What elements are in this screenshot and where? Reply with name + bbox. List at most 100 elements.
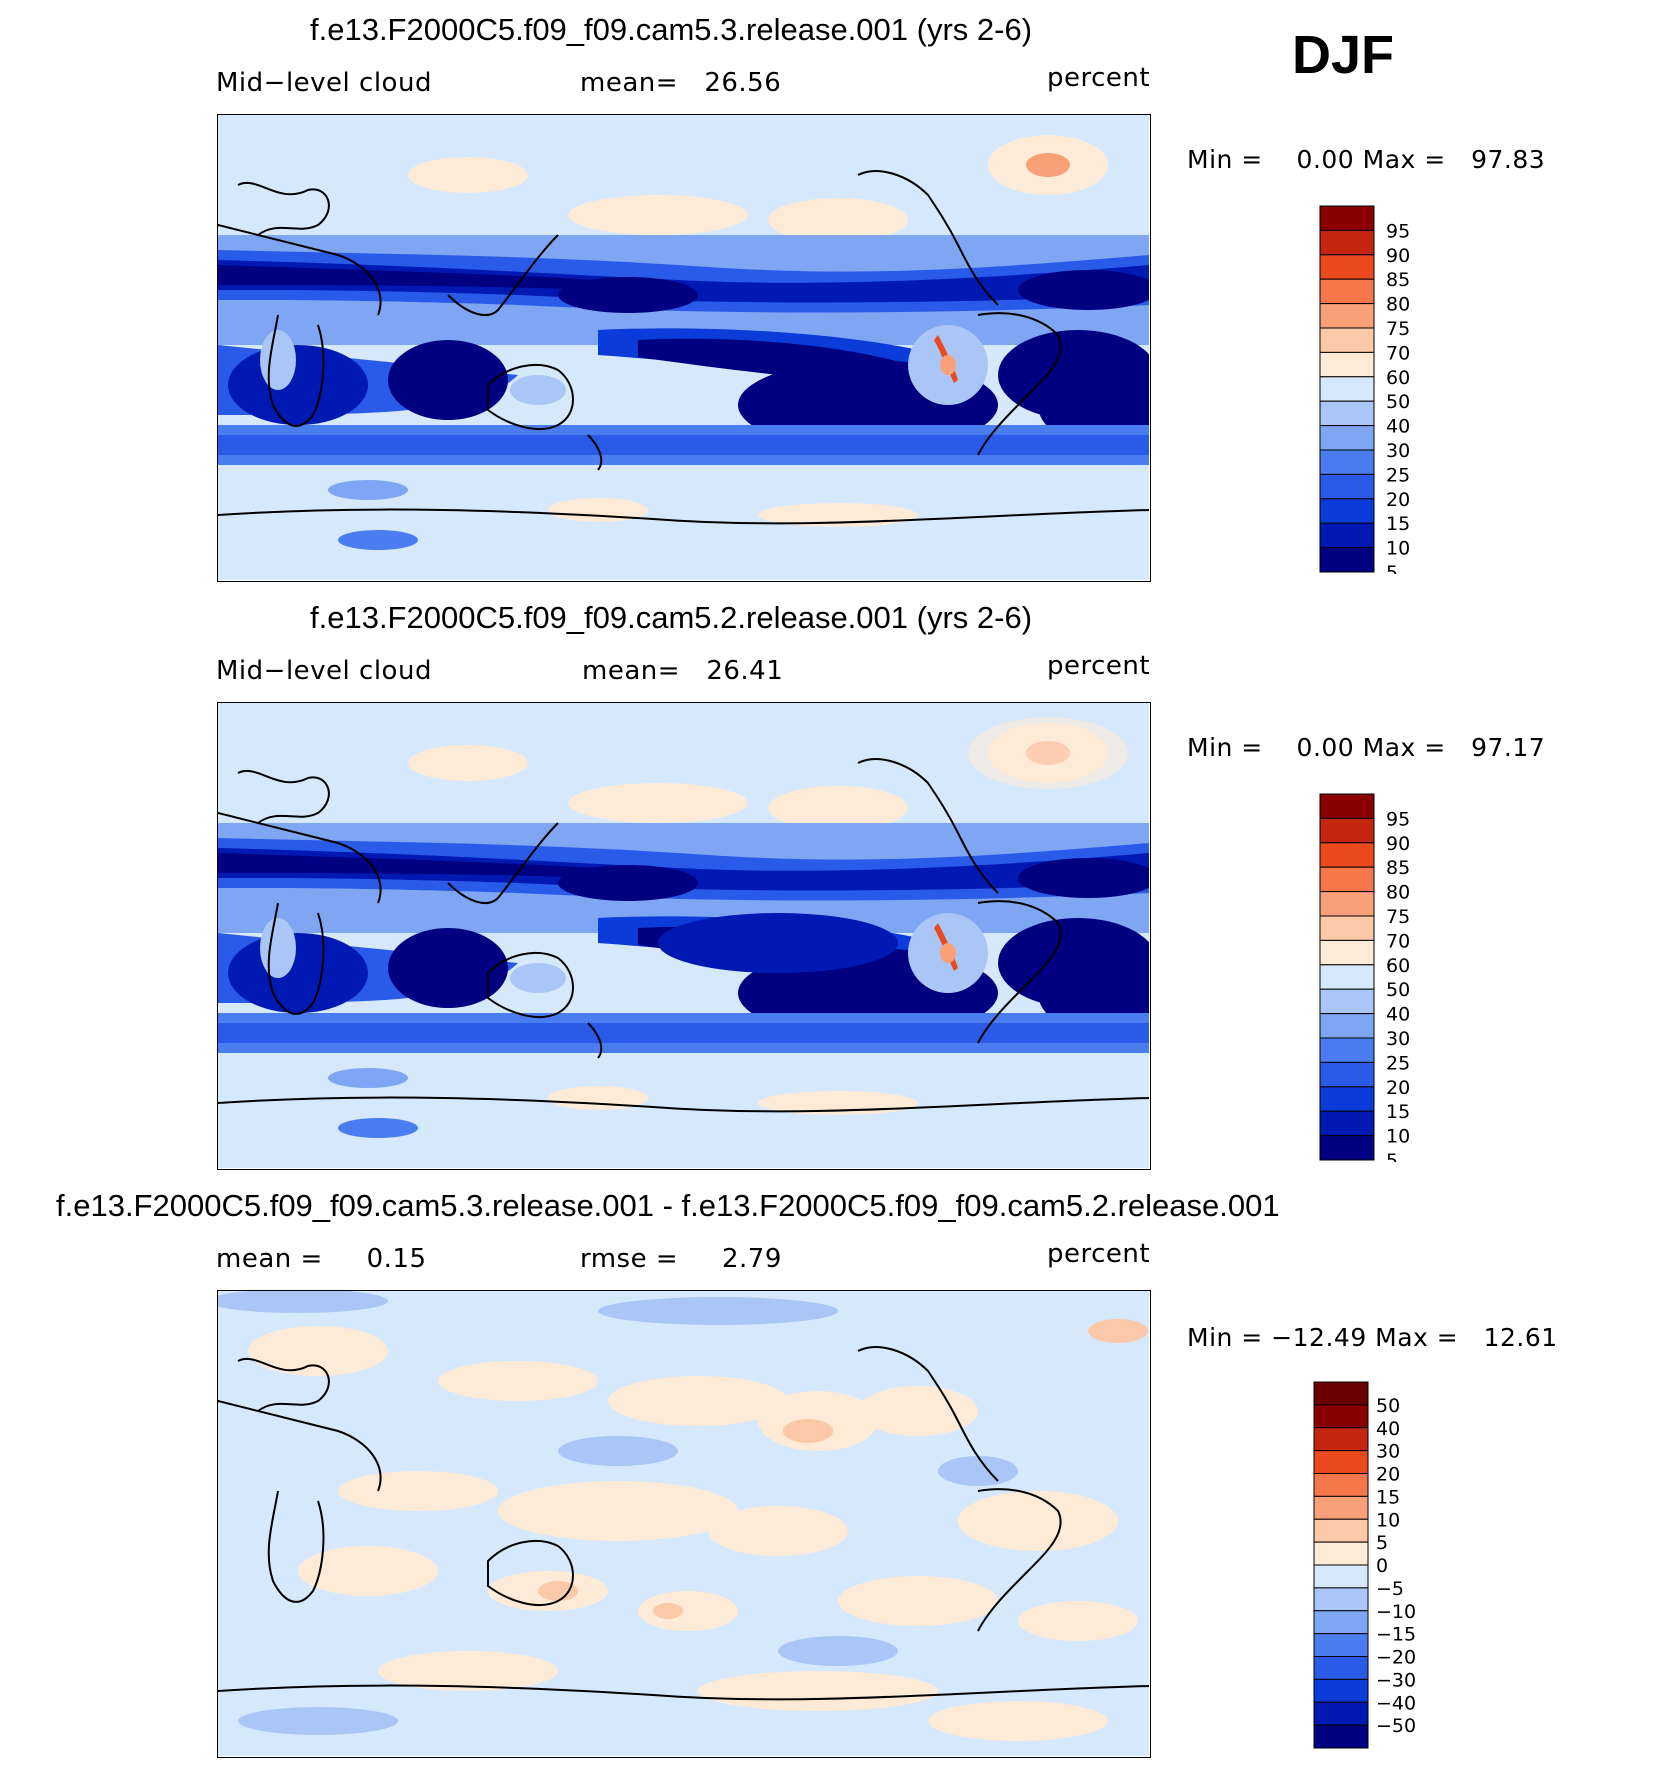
colorbar-swatch — [1313, 1678, 1369, 1703]
colorbar-swatch — [1319, 964, 1375, 990]
colorbar-swatch — [1319, 1061, 1375, 1088]
colorbar-swatch — [1313, 1587, 1369, 1612]
colorbar-swatch — [1319, 400, 1375, 427]
colorbar-swatch — [1319, 891, 1375, 917]
cloud-contour — [510, 963, 566, 993]
difference-contour — [858, 1386, 978, 1436]
panel-3-colorbar: 50 40 30 20 15 10 5 0 −5 −10 −15 −20 −30 −40 −50 — [1312, 1380, 1432, 1750]
cloud-contour — [388, 340, 508, 420]
colorbar-swatch — [1313, 1633, 1369, 1657]
colorbar-tick-label: −30 — [1376, 1669, 1416, 1691]
cloud-contour — [218, 1023, 1149, 1043]
difference-contour — [698, 1671, 938, 1711]
difference-contour — [378, 1651, 558, 1691]
colorbar-tick-label: 15 — [1376, 1486, 1400, 1508]
colorbar-swatch — [1319, 1135, 1375, 1161]
panel-1-variable-label: Mid−level cloud — [216, 68, 432, 98]
colorbar-swatch — [1313, 1724, 1369, 1749]
panel-1-map-field — [218, 115, 1149, 580]
colorbar-swatch — [1313, 1473, 1369, 1497]
colorbar-tick-label: −5 — [1376, 1578, 1404, 1600]
difference-contour — [608, 1376, 788, 1426]
cloud-contour — [447, 822, 559, 904]
panel-2-map-field — [218, 703, 1149, 1168]
difference-contour — [248, 1326, 388, 1376]
panel-1-mean-label: mean= 26.56 — [580, 68, 782, 98]
colorbar-swatch — [1319, 793, 1375, 819]
colorbar-swatch — [1319, 376, 1375, 402]
colorbar-swatch — [1319, 351, 1375, 378]
panel-2-variable-label: Mid−level cloud — [216, 656, 432, 686]
cloud-contour — [408, 745, 528, 781]
colorbar-tick-label: 50 — [1386, 391, 1410, 413]
colorbar-swatch — [1319, 866, 1375, 893]
colorbar-swatch — [1319, 547, 1375, 573]
colorbar-swatch — [1319, 1037, 1375, 1063]
colorbar-tick-label: 20 — [1376, 1464, 1400, 1486]
panel-3-minmax: Min = −12.49 Max = 12.61 — [1187, 1323, 1558, 1352]
colorbar-swatch — [1319, 425, 1375, 451]
panel-3-map — [217, 1290, 1151, 1758]
colorbar-swatch — [1313, 1518, 1369, 1543]
difference-contour — [708, 1506, 848, 1556]
cloud-contour — [338, 530, 418, 550]
colorbar-tick-label: 70 — [1386, 342, 1410, 364]
difference-contour — [438, 1361, 598, 1401]
colorbar-swatch — [1319, 522, 1375, 549]
cloud-contour — [218, 435, 1149, 455]
panel-1-units-label: percent — [1047, 63, 1151, 93]
cloud-contour — [267, 314, 325, 427]
colorbar-tick-label: 10 — [1386, 1126, 1410, 1148]
cloud-contour — [940, 943, 956, 963]
cloud-contour — [1038, 365, 1149, 445]
cloud-contour — [768, 198, 908, 242]
colorbar-swatch — [1313, 1541, 1369, 1566]
cloud-contour — [218, 848, 1149, 891]
cloud-contour — [328, 1068, 408, 1088]
difference-contour — [653, 1603, 683, 1619]
cloud-contour — [977, 900, 1062, 1044]
difference-contour — [928, 1701, 1108, 1741]
colorbar-tick-label: −15 — [1376, 1624, 1416, 1646]
colorbar-swatch — [1319, 498, 1375, 524]
difference-contour — [977, 1488, 1062, 1632]
colorbar-tick-label: −20 — [1376, 1647, 1416, 1669]
cloud-contour — [338, 1118, 418, 1138]
colorbar-tick-label: 30 — [1386, 440, 1410, 462]
difference-contour — [498, 1481, 738, 1541]
panel-3-rmse-label: rmse = 2.79 — [580, 1244, 782, 1274]
difference-contour — [638, 1591, 738, 1631]
colorbar-tick-label: 20 — [1386, 1077, 1410, 1099]
cloud-contour — [587, 434, 603, 471]
difference-contour — [237, 1358, 330, 1412]
colorbar-tick-label: 5 — [1376, 1532, 1388, 1554]
panel-2-title: f.e13.F2000C5.f09_f09.cam5.2.release.001… — [310, 600, 1033, 635]
colorbar-swatch — [1319, 1086, 1375, 1112]
panel-2-mean-label: mean= 26.41 — [582, 656, 784, 686]
cloud-contour — [218, 812, 382, 904]
colorbar-tick-label: 90 — [1386, 833, 1410, 855]
difference-contour — [958, 1491, 1118, 1551]
difference-contour — [218, 1684, 1149, 1701]
colorbar-tick-label: −10 — [1376, 1601, 1416, 1623]
cloud-contour — [587, 1022, 603, 1059]
panel-1-map — [217, 114, 1151, 582]
difference-contour — [538, 1581, 578, 1601]
colorbar-tick-label: 15 — [1386, 1101, 1410, 1123]
cloud-contour — [977, 312, 1062, 456]
colorbar-tick-label: 30 — [1386, 1028, 1410, 1050]
colorbar-swatch — [1319, 449, 1375, 475]
colorbar-swatch — [1319, 817, 1375, 844]
colorbar-tick-label: −50 — [1376, 1715, 1416, 1737]
colorbar-tick-label: 85 — [1386, 269, 1410, 291]
cloud-contour — [267, 902, 325, 1015]
panel-1-minmax: Min = 0.00 Max = 97.83 — [1187, 145, 1546, 174]
cloud-contour — [558, 865, 698, 901]
colorbar-swatch — [1313, 1656, 1369, 1680]
colorbar-tick-label: 70 — [1386, 930, 1410, 952]
cloud-contour — [558, 277, 698, 313]
colorbar-tick-label: 95 — [1386, 808, 1410, 830]
colorbar-swatch — [1313, 1404, 1369, 1429]
colorbar-tick-label: 80 — [1386, 882, 1410, 904]
cloud-contour — [487, 364, 574, 430]
